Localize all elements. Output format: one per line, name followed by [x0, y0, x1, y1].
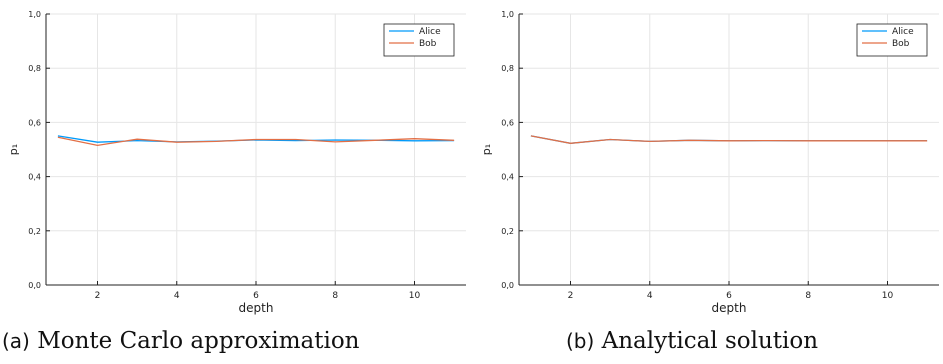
- y-tick-label: 0,4: [501, 173, 514, 182]
- x-axis-label: depth: [239, 301, 274, 315]
- series-line-bob: [530, 135, 928, 144]
- y-tick-label: 0,2: [501, 227, 514, 236]
- y-tick-label: 0,8: [28, 64, 41, 73]
- y-tick-label: 0,4: [28, 173, 41, 182]
- caption-tag: (a): [2, 329, 30, 353]
- legend-label: Bob: [419, 39, 437, 49]
- y-tick-label: 0,0: [501, 281, 514, 290]
- y-tick-label: 1,0: [501, 10, 514, 19]
- y-tick-label: 0,6: [28, 118, 41, 127]
- y-tick-label: 0,8: [501, 64, 514, 73]
- x-tick-label: 8: [805, 291, 811, 301]
- x-axis-label: depth: [712, 301, 747, 315]
- y-axis-label: p₁: [7, 144, 20, 155]
- x-tick-label: 10: [409, 291, 421, 301]
- monte-carlo-chart: 2 4 6 8 10 0,0 0,2 0,4 0,6 0,8 1,0 depth p₁ Alice Bob: [7, 10, 466, 315]
- y-tick-label: 0,6: [501, 118, 514, 127]
- x-tick-label: 6: [253, 291, 259, 301]
- x-tick-label: 2: [568, 291, 574, 301]
- legend-label: Alice: [892, 27, 914, 37]
- x-tick-label: 4: [647, 291, 653, 301]
- caption-text: Monte Carlo approximation: [37, 328, 360, 354]
- x-tick-label: 10: [882, 291, 894, 301]
- x-tick-label: 4: [174, 291, 180, 301]
- caption-tag: (b): [566, 329, 595, 353]
- legend-label: Alice: [419, 27, 441, 37]
- series-line-bob: [57, 136, 455, 147]
- analytical-chart: 2 4 6 8 10 0,0 0,2 0,4 0,6 0,8 1,0 depth p₁ Alice Bob: [480, 10, 939, 315]
- y-axis-label: p₁: [480, 144, 493, 155]
- legend-label: Bob: [892, 39, 910, 49]
- legend-box: [856, 23, 928, 57]
- y-tick-label: 0,2: [28, 227, 41, 236]
- y-tick-label: 0,0: [28, 281, 41, 290]
- x-tick-label: 6: [726, 291, 732, 301]
- caption-analytical: (b) Analytical solution: [566, 328, 818, 354]
- x-tick-label: 8: [332, 291, 338, 301]
- caption-monte-carlo: (a) Monte Carlo approximation: [2, 328, 360, 354]
- caption-text: Analytical solution: [601, 328, 819, 354]
- y-tick-label: 1,0: [28, 10, 41, 19]
- x-tick-label: 2: [95, 291, 101, 301]
- legend-box: [383, 23, 455, 57]
